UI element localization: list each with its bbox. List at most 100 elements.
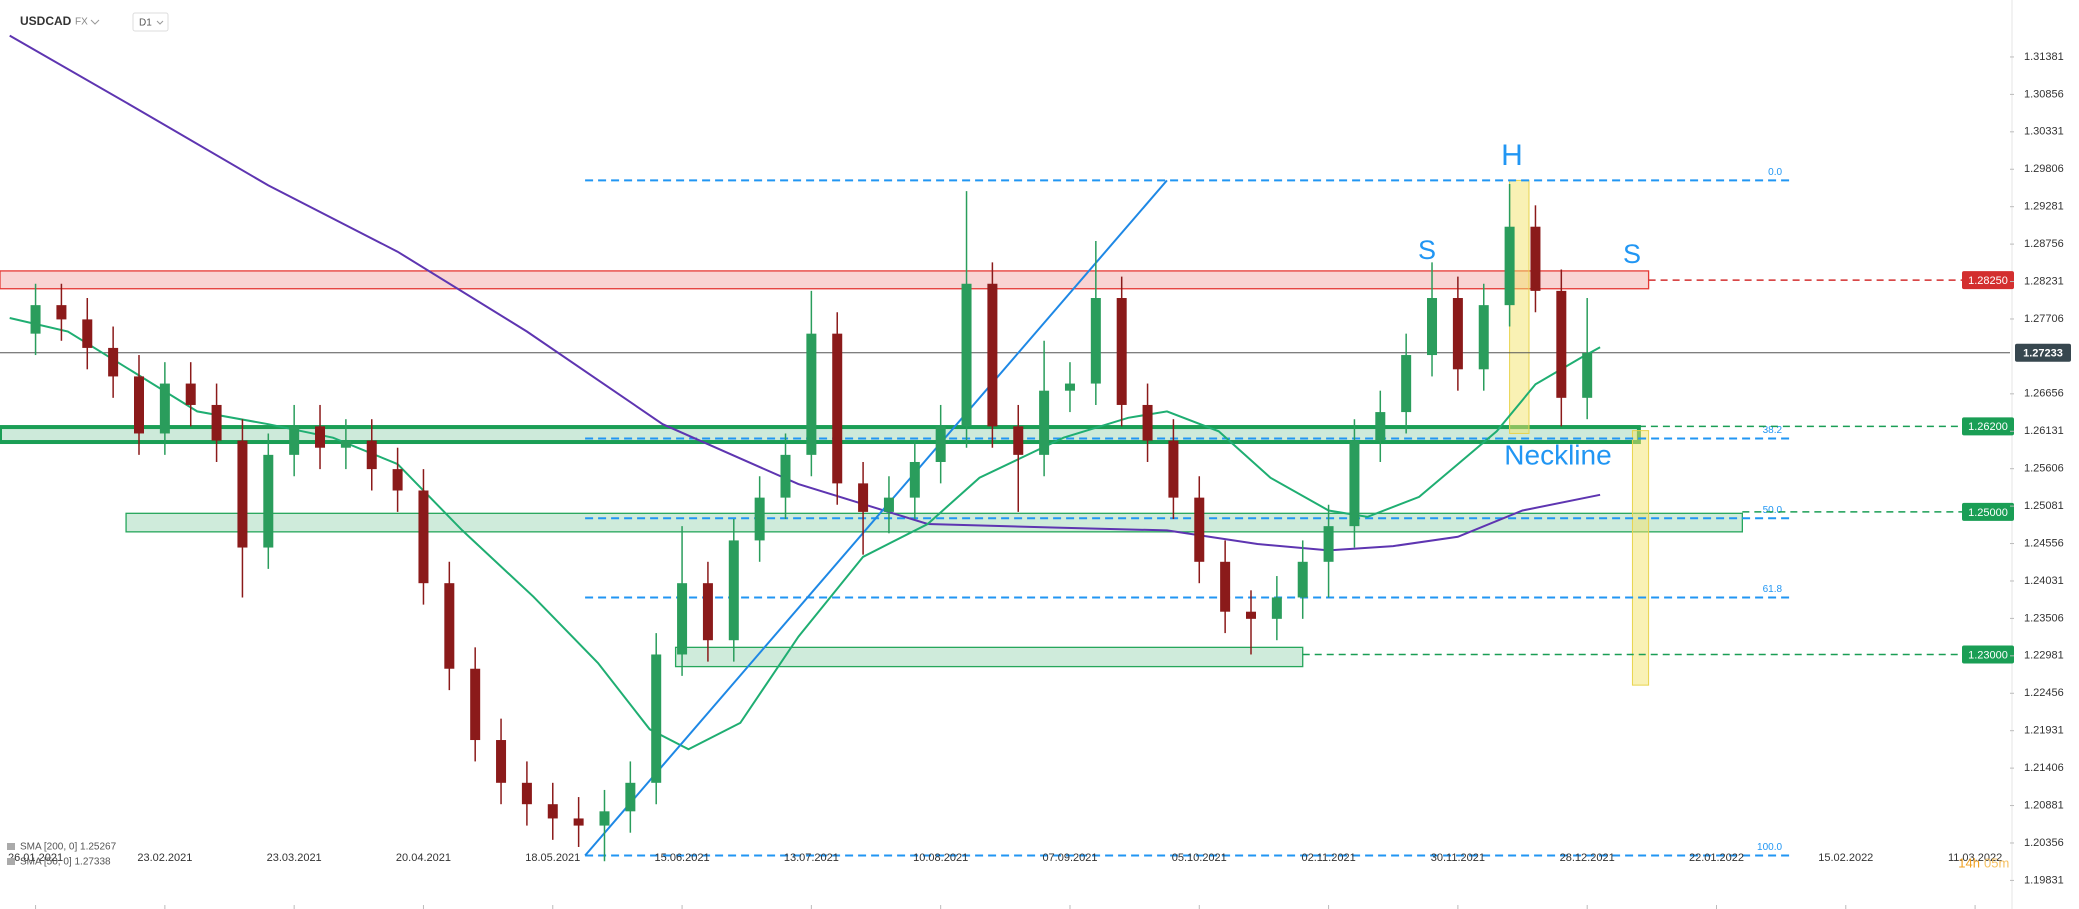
timeframe-box[interactable] [132, 12, 169, 32]
candle-body [1013, 426, 1024, 455]
annotation: S [1623, 239, 1641, 269]
market-dropdown-icon[interactable] [90, 19, 100, 25]
symbol[interactable]: USDCAD [20, 14, 72, 28]
candle-body [30, 305, 41, 334]
candle-body [883, 497, 894, 512]
candle-body [1039, 390, 1050, 455]
x-tick-label: 02.11.2021 [1301, 852, 1355, 864]
price-label-box [1962, 417, 2014, 436]
candle-body [1220, 561, 1231, 612]
x-tick-label: 26.01.2021 [8, 852, 63, 864]
candle-body [987, 283, 998, 427]
candle-body [444, 583, 455, 669]
y-tick-label: 1.27706 [2024, 313, 2064, 325]
legend-entry: SMA [200, 0] 1.25267 [20, 842, 117, 853]
candle-body [392, 469, 403, 491]
legend-icon [7, 843, 15, 850]
annotation: S [1418, 235, 1436, 265]
candle-body [1478, 305, 1489, 370]
candle-body [599, 811, 610, 826]
candle-body [211, 404, 222, 441]
legend-icon [7, 858, 15, 865]
fib-label: 50.0 [1763, 505, 1783, 516]
zone [674, 646, 1304, 668]
price-label: 1.25000 [1968, 507, 2008, 519]
candle-body [547, 804, 558, 819]
fib-label: 100.0 [1757, 842, 1782, 853]
y-tick-label: 1.26131 [2024, 425, 2064, 437]
x-tick-label: 05.10.2021 [1172, 852, 1227, 864]
candle-body [340, 440, 351, 448]
candle-body [1504, 226, 1515, 306]
candle-body [677, 583, 688, 655]
countdown-hours: 14h [1958, 855, 1980, 870]
candle-body [909, 461, 920, 498]
candle-body [1375, 412, 1386, 441]
zone [0, 425, 1641, 445]
y-tick-label: 1.23506 [2024, 612, 2064, 624]
price-label-box [2015, 343, 2071, 362]
candle-body [573, 818, 584, 826]
candle-body [470, 668, 481, 741]
price-label: 1.27233 [2023, 348, 2063, 360]
x-tick-label: 23.02.2021 [137, 852, 192, 864]
candle-body [108, 347, 119, 377]
candle-body [289, 426, 300, 455]
x-tick-label: 20.04.2021 [396, 852, 451, 864]
candle-body [935, 426, 946, 462]
y-tick-label: 1.28756 [2024, 238, 2064, 250]
candle-body [1297, 561, 1308, 598]
annotation: H [1501, 139, 1523, 172]
candle-body [237, 440, 248, 548]
candle-body [780, 454, 791, 498]
candle-body [159, 383, 170, 434]
y-tick-label: 1.30856 [2024, 88, 2064, 100]
y-tick-label: 1.22456 [2024, 687, 2064, 699]
x-tick-label: 13.07.2021 [784, 852, 839, 864]
y-tick-label: 1.30331 [2024, 126, 2064, 138]
zone [0, 270, 1650, 290]
timeframe[interactable]: D1 [139, 18, 152, 29]
market[interactable]: FX [75, 17, 88, 28]
y-tick-label: 1.25081 [2024, 500, 2064, 512]
x-tick-label: 07.09.2021 [1042, 852, 1097, 864]
y-tick-label: 1.21931 [2024, 725, 2064, 737]
candle-body [1194, 497, 1205, 562]
candle-body [496, 740, 507, 783]
price-label-box [1962, 271, 2014, 290]
candle-body [702, 583, 713, 641]
countdown-minutes: 05m [1984, 855, 2009, 870]
y-tick-label: 1.26656 [2024, 388, 2064, 400]
sma-line [9, 34, 1601, 552]
fib-label: 61.8 [1763, 584, 1783, 595]
candle-body [1556, 290, 1567, 398]
price-label: 1.23000 [1968, 649, 2008, 661]
candle-body [1064, 383, 1075, 391]
candle-body [728, 540, 739, 641]
y-tick-label: 1.25606 [2024, 463, 2064, 475]
candle-body [1401, 355, 1412, 413]
x-tick-label: 18.05.2021 [525, 852, 580, 864]
annotation: Neckline [1504, 439, 1611, 470]
candle-body [625, 782, 636, 812]
candle-body [1323, 526, 1334, 562]
candle-body [1530, 226, 1541, 291]
y-tick-label: 1.21406 [2024, 762, 2064, 774]
y-tick-label: 1.20356 [2024, 837, 2064, 849]
candle-body [858, 483, 869, 512]
candle-body [754, 497, 765, 541]
timeframe-dropdown-icon[interactable] [156, 20, 164, 25]
plot-area: 0.0 38.2 50.0 61.8 100.0 1.28250 1.27233 1.2620… [0, 34, 2071, 862]
candle-body [82, 319, 93, 348]
trend-line [584, 179, 1168, 857]
candle-body [1245, 611, 1256, 619]
candle-body [832, 333, 843, 484]
candle-body [1168, 440, 1179, 498]
candle-body [315, 426, 326, 448]
y-tick-label: 1.24556 [2024, 537, 2064, 549]
zone [125, 512, 1743, 533]
candle-body [1090, 298, 1101, 384]
fib-label: 38.2 [1763, 425, 1783, 436]
candle-body [521, 782, 532, 805]
